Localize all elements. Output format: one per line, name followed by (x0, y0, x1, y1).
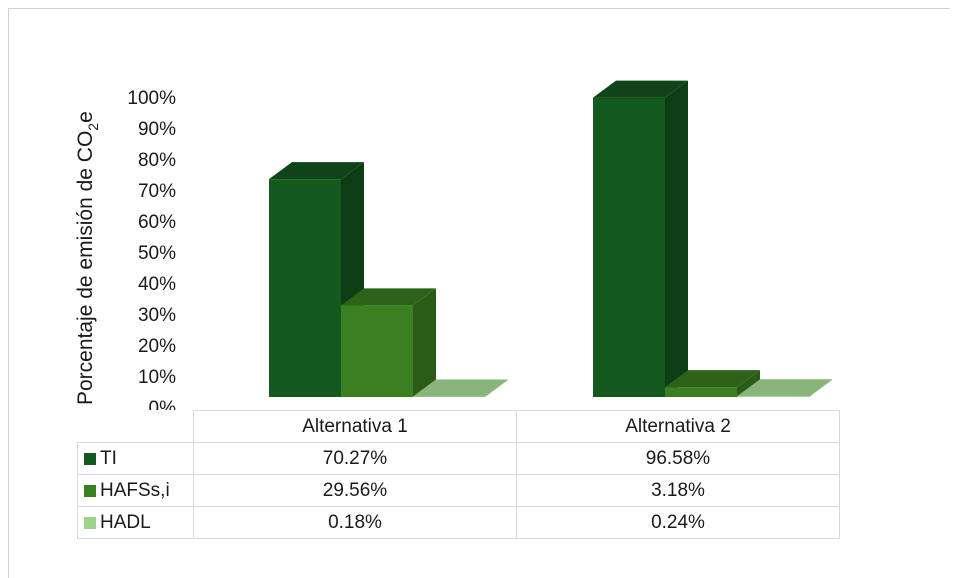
series-name: HADL (100, 511, 151, 533)
data-label: 70.27% (193, 442, 517, 475)
legend-swatch (84, 452, 96, 465)
bar-side (737, 370, 760, 397)
y-tick-label: 70% (138, 181, 176, 202)
bar-top (341, 288, 436, 306)
table-row: TI 70.27% 96.58% (77, 442, 840, 475)
y-tick-label: 0% (149, 398, 177, 410)
y-tick-label: 50% (138, 243, 176, 264)
chart-plot: Porcentaje de emisión de CO2e 0% 10% 20% 30… (74, 80, 832, 410)
bar-top (413, 379, 508, 397)
chart-frame (8, 8, 950, 578)
data-label: 96.58% (516, 442, 840, 475)
y-tick-label: 30% (138, 305, 176, 326)
y-tick-label: 100% (127, 88, 176, 109)
bar-side (809, 379, 832, 397)
bar-front (413, 396, 485, 397)
bar-top (593, 80, 688, 98)
data-label: 0.24% (516, 506, 840, 539)
bar-front (269, 179, 341, 397)
legend-swatch (84, 484, 96, 497)
bar-front (737, 396, 809, 397)
category-label: Alternativa 2 (516, 410, 840, 443)
bar-top (737, 379, 832, 397)
y-tick-label: 80% (138, 150, 176, 171)
table-row: HADL 0.18% 0.24% (77, 506, 840, 539)
bar-side (665, 80, 688, 398)
bar-side (485, 379, 508, 397)
legend-swatch (84, 516, 96, 529)
bar-HADL (413, 379, 508, 397)
bar-front (341, 305, 413, 397)
bar-top (269, 162, 364, 180)
y-tick-label: 20% (138, 336, 176, 357)
bar-HAFSs,i (341, 288, 436, 397)
legend-entry: HAFSs,i (77, 474, 194, 507)
table-header-row: Alternativa 1 Alternativa 2 (77, 410, 840, 443)
table-corner (77, 410, 194, 443)
y-tick-label: 90% (138, 119, 176, 140)
data-label: 0.18% (193, 506, 517, 539)
bar-top (665, 370, 760, 388)
y-tick-label: 40% (138, 274, 176, 295)
table-row: HAFSs,i 29.56% 3.18% (77, 474, 840, 507)
y-axis-label: Porcentaje de emisión de CO2e (74, 111, 101, 405)
y-axis: 0% 10% 20% 30% 40% 50% 60% 70% 80% 90% 100% (127, 88, 176, 410)
bar-HADL (737, 379, 832, 397)
y-tick-label: 60% (138, 212, 176, 233)
bar-TI (593, 80, 688, 398)
bar-front (665, 387, 737, 397)
series-name: HAFSs,i (100, 479, 170, 501)
bar-side (413, 288, 436, 397)
bar-HAFSs,i (665, 370, 760, 397)
bar-front (593, 97, 665, 398)
data-table: Alternativa 1 Alternativa 2 TI 70.27% 96… (77, 410, 840, 539)
category-label: Alternativa 1 (193, 410, 517, 443)
bars (269, 80, 832, 398)
data-label: 3.18% (516, 474, 840, 507)
series-name: TI (100, 447, 117, 469)
legend-entry: TI (77, 442, 194, 475)
legend-entry: HADL (77, 506, 194, 539)
y-tick-label: 10% (138, 367, 176, 388)
data-label: 29.56% (193, 474, 517, 507)
